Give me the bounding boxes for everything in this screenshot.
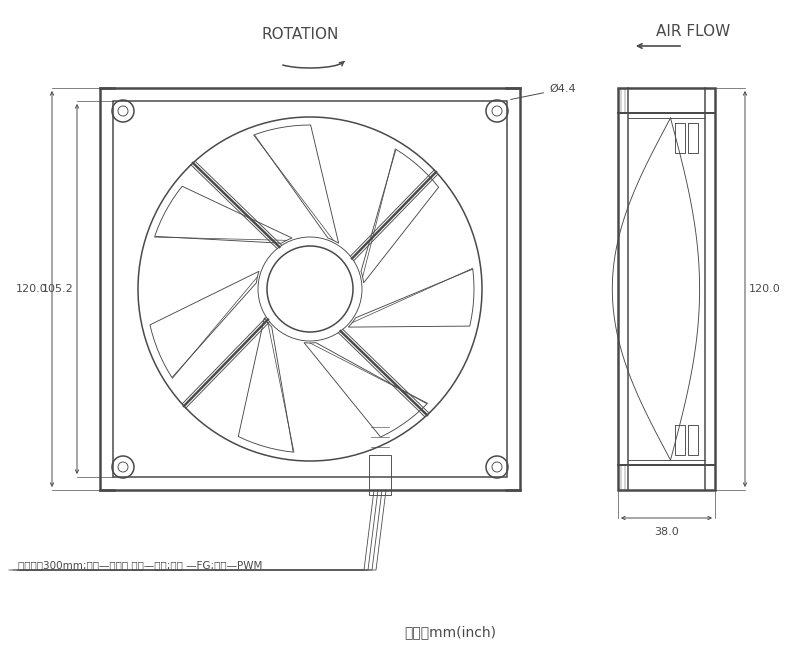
Text: 38.0: 38.0	[654, 527, 679, 537]
Text: Ø4.4: Ø4.4	[511, 84, 575, 99]
Text: ROTATION: ROTATION	[261, 27, 339, 42]
Text: 单位：mm(inch): 单位：mm(inch)	[404, 625, 496, 639]
Text: AIR FLOW: AIR FLOW	[656, 24, 730, 39]
Text: 105.2: 105.2	[42, 284, 74, 294]
Bar	[369, 455, 391, 495]
Text: 120.0: 120.0	[16, 284, 48, 294]
Text: 框外线长300mm;红色—正极； 黑色—负极;黄色 —FG;蓝色—PWM: 框外线长300mm;红色—正极； 黑色—负极;黄色 —FG;蓝色—PWM	[18, 560, 263, 570]
Text: 120.0: 120.0	[749, 284, 781, 294]
